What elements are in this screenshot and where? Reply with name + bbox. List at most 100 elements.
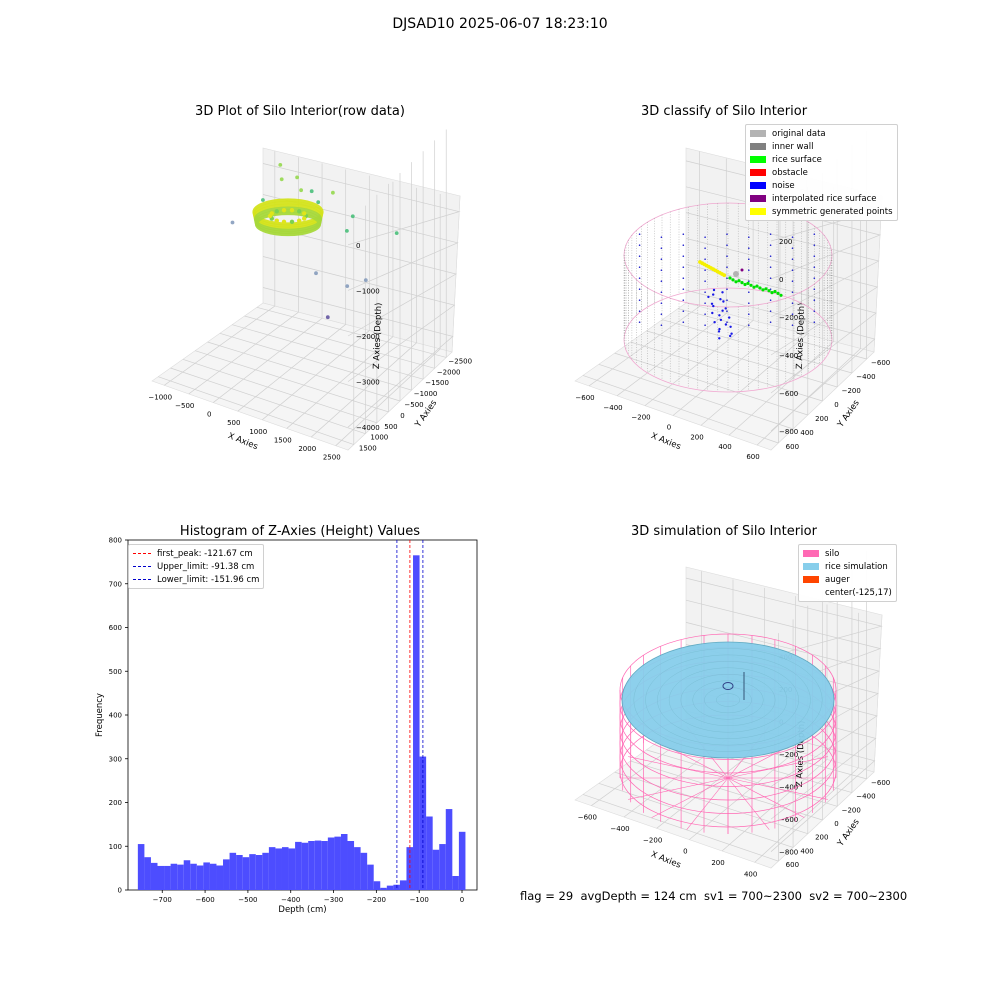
- histogram-bar: [386, 885, 394, 891]
- noise-point: [711, 311, 714, 315]
- status-line: flag = 29 avgDepth = 124 cm sv1 = 700~23…: [520, 889, 908, 903]
- x-tick-label: −200: [643, 836, 662, 844]
- noise-point: [769, 277, 772, 280]
- histogram-bar: [308, 841, 315, 890]
- rice-surface-point: [731, 278, 735, 282]
- z-tick-label: −2000: [356, 333, 380, 341]
- noise-point: [682, 310, 685, 313]
- figure-suptitle: DJSAD10 2025-06-07 18:23:10: [392, 16, 608, 32]
- axis-pane: [574, 721, 875, 869]
- histogram-bar: [203, 862, 210, 890]
- histogram-bar: [432, 849, 440, 890]
- data-point: [261, 198, 265, 202]
- legend-label: original data: [772, 128, 826, 139]
- noise-point: [722, 300, 725, 303]
- x-tick-label: −400: [603, 404, 622, 412]
- noise-point: [813, 266, 816, 269]
- classify-legend: original data inner wall rice surface ob…: [745, 124, 898, 221]
- z-tick-label: 0: [356, 242, 360, 250]
- legend-item-first-peak: first_peak: -121.67 cm: [133, 547, 259, 560]
- rice-mesh: [704, 686, 752, 714]
- gridline: [614, 352, 808, 416]
- original-data-point: [733, 271, 739, 277]
- data-point: [314, 271, 318, 276]
- noise-point: [682, 299, 685, 302]
- histogram-bar: [249, 854, 256, 891]
- gridline: [685, 238, 879, 356]
- data-point: [274, 209, 279, 214]
- rice-surface-point: [764, 287, 768, 291]
- x-tick-label: −1000: [148, 393, 172, 401]
- x-tick-label: −700: [153, 896, 172, 904]
- noise-point: [769, 255, 772, 257]
- noise-point: [791, 247, 794, 249]
- histogram-bar: [281, 847, 289, 891]
- noise-point: [704, 269, 706, 272]
- y-tick-label: −1500: [425, 379, 449, 387]
- noise-point: [726, 321, 728, 324]
- z-axis-label: Z Axies (Depth): [372, 302, 384, 369]
- rice-mesh: [668, 667, 788, 733]
- noise-point: [729, 334, 732, 338]
- noise-point: [769, 310, 772, 313]
- y-tick-label: 200: [109, 799, 122, 807]
- legend-item-center: center(-125,17): [803, 586, 892, 599]
- z-tick-label: −200: [779, 314, 798, 322]
- x-tick-label: 2000: [298, 445, 316, 453]
- y-tick-label: 200: [815, 834, 828, 842]
- y-tick-label: 400: [109, 712, 122, 720]
- legend-swatch: [750, 182, 766, 189]
- data-point: [302, 216, 307, 221]
- rice-surface-point: [758, 286, 762, 290]
- legend-swatch: [750, 208, 766, 215]
- histogram-bar: [190, 863, 197, 890]
- gridline: [582, 375, 779, 444]
- rice-surface: [621, 641, 835, 759]
- y-tick-label: 600: [786, 861, 799, 869]
- rice-mesh: [645, 654, 811, 746]
- data-point: [309, 189, 314, 194]
- noise-point: [813, 255, 816, 257]
- silo-wire: [727, 777, 828, 800]
- symmetric-point: [722, 273, 727, 278]
- noise-point: [791, 269, 794, 272]
- noise-point: [726, 299, 728, 302]
- noise-point: [769, 233, 772, 235]
- histogram-bar: [157, 865, 165, 890]
- noise-point: [682, 277, 685, 280]
- simulation-plot-title: 3D simulation of Silo Interior: [631, 524, 817, 539]
- noise-point: [813, 233, 816, 235]
- x-tick-label: 0: [460, 896, 464, 904]
- data-point: [297, 218, 302, 223]
- x-tick-label: 2500: [323, 454, 341, 462]
- histogram-bar: [314, 840, 322, 890]
- noise-point: [726, 255, 728, 257]
- y-axis-label: Frequency: [95, 693, 105, 737]
- y-tick-label: 0: [834, 401, 838, 409]
- rice-surface-point: [749, 283, 753, 287]
- gridline: [598, 363, 794, 430]
- noise-point: [728, 316, 731, 319]
- histogram-bar: [413, 555, 420, 890]
- histogram-bar: [373, 881, 381, 890]
- noise-point: [718, 337, 721, 340]
- noise-point: [660, 313, 663, 316]
- ring-point-cluster: [254, 211, 322, 237]
- x-tick-label: −600: [575, 394, 594, 402]
- raw-plot-title: 3D Plot of Silo Interior(row data): [195, 104, 405, 119]
- noise-point: [813, 244, 816, 246]
- noise-point: [791, 291, 794, 294]
- noise-point: [713, 321, 716, 324]
- noise-point: [791, 302, 794, 305]
- x-tick-label: 0: [667, 424, 671, 432]
- gridline: [256, 306, 447, 358]
- histogram-bar: [380, 887, 387, 890]
- noise-point: [682, 321, 685, 324]
- y-tick-label: −200: [842, 806, 861, 814]
- legend-line: [133, 553, 151, 554]
- gridline: [262, 287, 454, 428]
- rice-surface-point: [755, 284, 759, 288]
- y-tick-label: 400: [800, 429, 813, 437]
- noise-point: [769, 266, 772, 269]
- silo-wire: [727, 777, 770, 830]
